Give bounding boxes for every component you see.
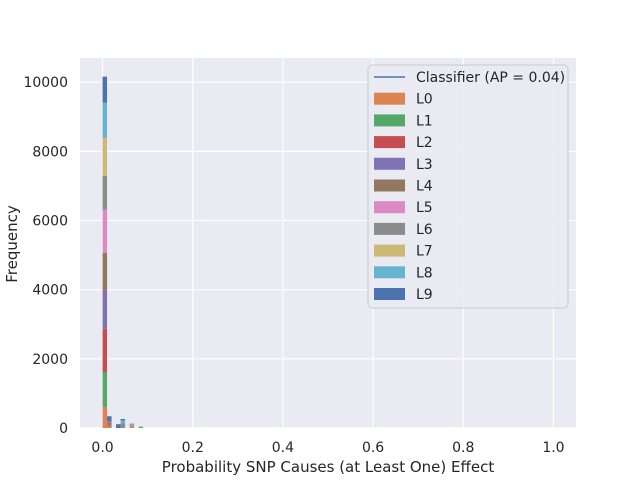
bar-l0 xyxy=(107,426,112,428)
legend-label: L6 xyxy=(416,222,433,238)
y-tick-labels: 0 2000 4000 6000 8000 10000 xyxy=(23,75,68,437)
bar-l7 xyxy=(102,137,108,176)
bar-l1 xyxy=(102,371,108,408)
bar-l9 xyxy=(102,76,108,103)
bar-l8 xyxy=(129,423,135,426)
legend-swatch-l7 xyxy=(374,244,405,257)
y-tick-label: 10000 xyxy=(23,75,68,91)
legend-swatch-l0 xyxy=(374,92,405,105)
legend-swatch-l3 xyxy=(374,157,405,170)
legend-label: L2 xyxy=(416,135,433,151)
x-tick-label: 0.0 xyxy=(91,440,113,456)
legend-label: L9 xyxy=(416,287,433,303)
bar-l4 xyxy=(102,253,108,291)
legend-box xyxy=(367,64,569,309)
bar-l2 xyxy=(102,328,108,372)
legend-swatch-l9 xyxy=(374,288,405,300)
bar-l4 xyxy=(107,422,112,426)
legend-label: L3 xyxy=(416,157,433,173)
y-tick-label: 6000 xyxy=(32,214,68,230)
bar-l2 xyxy=(107,425,112,427)
y-tick-label: 4000 xyxy=(32,283,68,299)
legend-swatch-l8 xyxy=(374,266,405,279)
x-tick-label: 1.0 xyxy=(542,440,564,456)
bar-l6 xyxy=(102,175,108,210)
y-axis-label: Frequency xyxy=(3,205,21,283)
bar-l9 xyxy=(116,424,121,428)
legend-swatch-l5 xyxy=(374,201,405,214)
bar-l0 xyxy=(102,407,108,428)
legend-label: L8 xyxy=(416,265,433,281)
bar-l0 xyxy=(129,425,135,428)
y-tick-label: 8000 xyxy=(32,144,68,160)
bar-l8 xyxy=(102,102,108,138)
legend-swatch-l2 xyxy=(374,136,405,149)
x-axis-label: Probability SNP Causes (at Least One) Ef… xyxy=(162,458,495,476)
legend-label: L4 xyxy=(416,179,433,195)
histogram-bars xyxy=(102,76,144,428)
legend-label: L7 xyxy=(416,244,433,260)
bar-l8 xyxy=(120,420,126,424)
bar-l3 xyxy=(102,290,108,329)
y-tick-label: 0 xyxy=(59,421,68,437)
x-tick-label: 0.8 xyxy=(452,440,474,456)
bar-l6 xyxy=(120,423,126,428)
x-tick-label: 0.4 xyxy=(272,440,294,456)
legend-swatch-l4 xyxy=(374,179,405,192)
legend-swatch-l1 xyxy=(374,114,405,127)
legend-label: L0 xyxy=(416,92,433,108)
legend: Classifier (AP = 0.04) L0 L1 L2 L3 L4 L5 L6 L7 L8… xyxy=(367,64,569,309)
x-tick-label: 0.6 xyxy=(362,440,384,456)
legend-label: L1 xyxy=(416,113,433,129)
bar-l5 xyxy=(102,209,108,254)
x-tick-label: 0.2 xyxy=(182,440,204,456)
bar-l9 xyxy=(120,419,126,421)
legend-swatch-l6 xyxy=(374,222,405,235)
x-tick-labels: 0.0 0.2 0.4 0.6 0.8 1.0 xyxy=(91,440,564,456)
bar-l1 xyxy=(138,426,144,428)
y-tick-label: 2000 xyxy=(32,352,68,368)
bar-l9 xyxy=(107,416,112,422)
legend-label: Classifier (AP = 0.04) xyxy=(416,70,565,86)
legend-label: L5 xyxy=(416,200,433,216)
